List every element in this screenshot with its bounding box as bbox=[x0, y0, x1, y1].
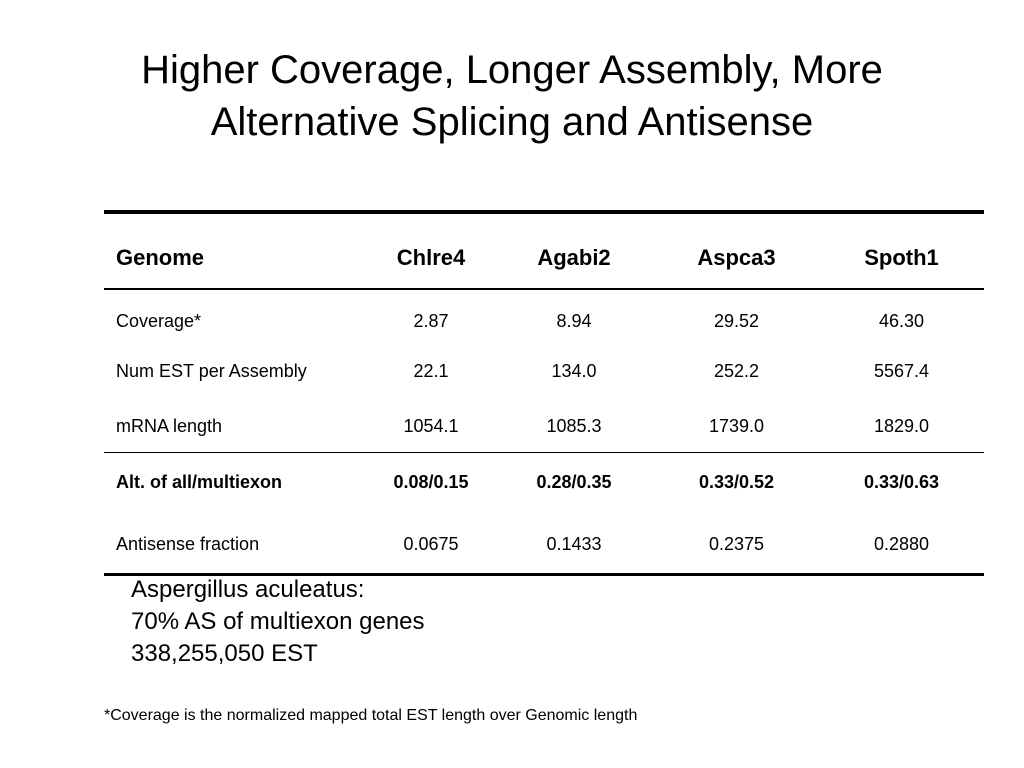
table-cell: 134.0 bbox=[551, 360, 597, 381]
table-cell: 0.2880 bbox=[873, 533, 930, 554]
table-cell: 1829.0 bbox=[873, 415, 930, 436]
table-header-row: Genome Chlre4 Agabi2 Aspca3 Spoth1 bbox=[104, 212, 984, 289]
table-cell: 22.1 bbox=[413, 360, 449, 381]
slide-title: Higher Coverage, Longer Assembly, More A… bbox=[40, 44, 984, 148]
title-line-1: Higher Coverage, Longer Assembly, More bbox=[141, 48, 883, 92]
table-cell: 8.94 bbox=[556, 310, 592, 331]
table-cell: 0.08/0.15 bbox=[393, 471, 469, 492]
note-line-2: 70% AS of multiexon genes bbox=[131, 608, 425, 635]
column-header-agabi2: Agabi2 bbox=[537, 245, 611, 270]
table-cell: 2.87 bbox=[413, 310, 449, 331]
note-line-3: 338,255,050 EST bbox=[131, 640, 318, 667]
coverage-footnote: *Coverage is the normalized mapped total… bbox=[104, 707, 638, 724]
table-cell: 0.0675 bbox=[403, 533, 459, 554]
column-header-spoth1: Spoth1 bbox=[864, 245, 939, 270]
table-row: Antisense fraction 0.0675 0.1433 0.2375 … bbox=[104, 511, 984, 575]
row-label: Alt. of all/multiexon bbox=[116, 471, 283, 492]
row-label: mRNA length bbox=[116, 415, 223, 436]
table-cell: 0.33/0.52 bbox=[698, 471, 775, 492]
table-row: Alt. of all/multiexon 0.08/0.15 0.28/0.3… bbox=[104, 453, 984, 512]
column-header-aspca3: Aspca3 bbox=[697, 245, 776, 270]
table-cell: 0.28/0.35 bbox=[536, 471, 612, 492]
row-label: Num EST per Assembly bbox=[116, 360, 307, 381]
table-cell: 0.1433 bbox=[546, 533, 602, 554]
row-label: Antisense fraction bbox=[116, 533, 260, 554]
aspergillus-note: Aspergillus aculeatus: 70% AS of multiex… bbox=[131, 574, 425, 670]
table-cell: 1054.1 bbox=[403, 415, 459, 436]
table-row: Coverage* 2.87 8.94 29.52 46.30 bbox=[104, 289, 984, 348]
genome-stats-table: Genome Chlre4 Agabi2 Aspca3 Spoth1 Cover… bbox=[104, 210, 984, 576]
table-row: mRNA length 1054.1 1085.3 1739.0 1829.0 bbox=[104, 394, 984, 453]
table-cell: 5567.4 bbox=[873, 360, 930, 381]
title-line-2: Alternative Splicing and Antisense bbox=[210, 100, 814, 144]
table-cell: 1085.3 bbox=[546, 415, 602, 436]
table-row: Num EST per Assembly 22.1 134.0 252.2 55… bbox=[104, 348, 984, 394]
note-line-1: Aspergillus aculeatus: bbox=[131, 576, 365, 603]
table-cell: 29.52 bbox=[713, 310, 760, 331]
column-header-genome: Genome bbox=[116, 245, 205, 270]
table-cell: 46.30 bbox=[878, 310, 925, 331]
column-header-chlre4: Chlre4 bbox=[396, 245, 466, 270]
table-cell: 0.33/0.63 bbox=[863, 471, 940, 492]
row-label: Coverage* bbox=[116, 310, 202, 331]
table-cell: 1739.0 bbox=[708, 415, 765, 436]
table-cell: 0.2375 bbox=[708, 533, 765, 554]
table-cell: 252.2 bbox=[713, 360, 760, 381]
